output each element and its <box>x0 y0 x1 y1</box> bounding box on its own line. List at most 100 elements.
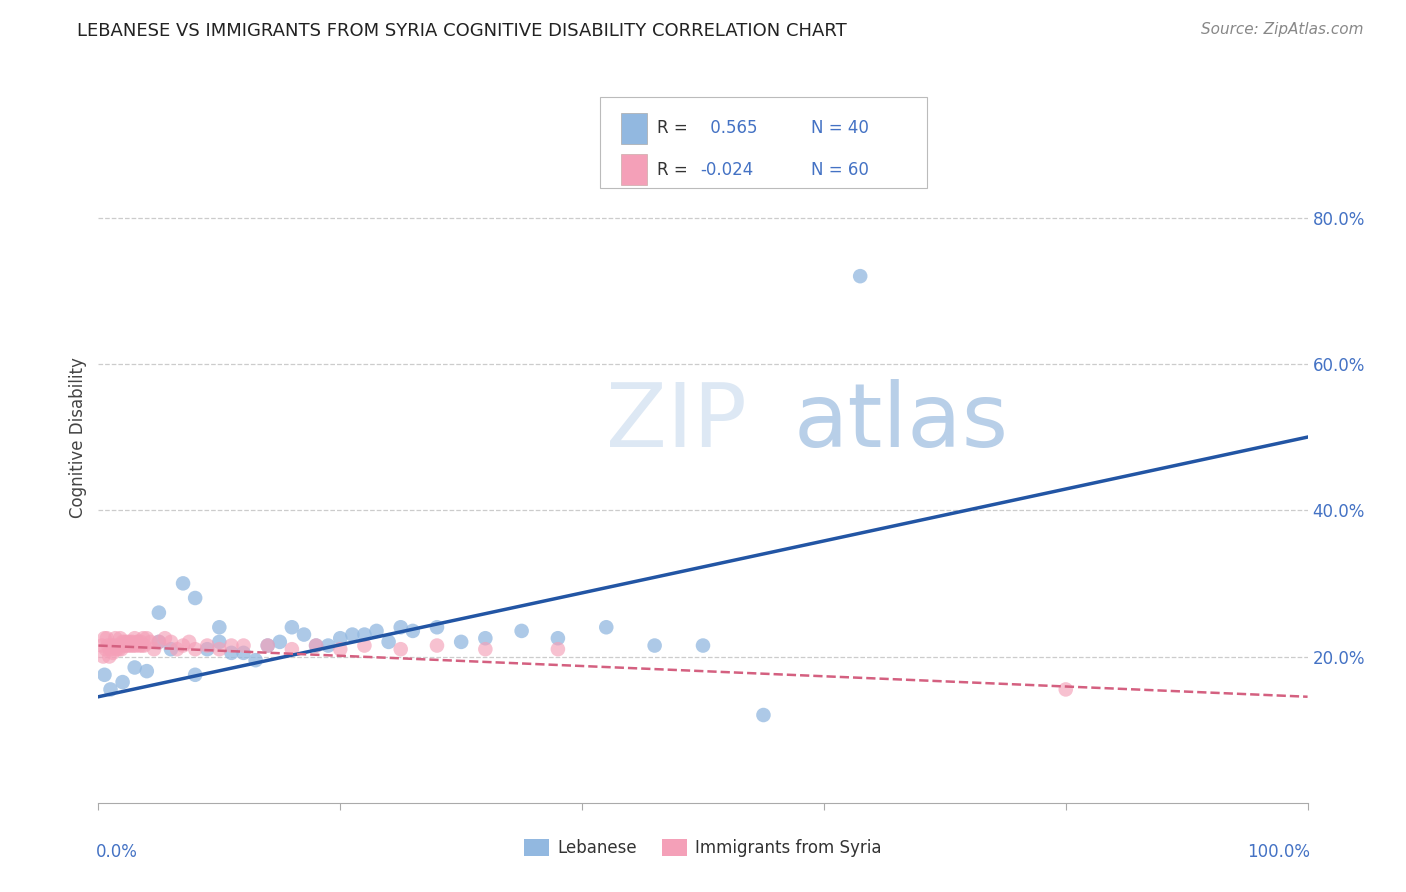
Point <box>366 624 388 638</box>
Point <box>208 635 231 649</box>
Point <box>256 639 278 653</box>
Point <box>292 627 315 641</box>
Point <box>353 627 375 641</box>
Point <box>132 632 155 646</box>
Point <box>179 635 201 649</box>
Point <box>100 642 122 657</box>
Point <box>128 639 150 653</box>
Text: 0.0%: 0.0% <box>96 843 138 861</box>
Point <box>127 635 149 649</box>
Point <box>232 646 254 660</box>
Point <box>118 639 141 653</box>
Text: -0.024: -0.024 <box>700 161 754 178</box>
Point <box>91 649 114 664</box>
Point <box>100 639 122 653</box>
Point <box>752 708 775 723</box>
Point <box>644 639 666 653</box>
Point <box>131 639 153 653</box>
Text: 100.0%: 100.0% <box>1247 843 1310 861</box>
Point <box>148 635 170 649</box>
Text: N = 60: N = 60 <box>811 161 869 178</box>
Point <box>172 576 194 591</box>
Point <box>96 632 118 646</box>
Point <box>148 635 170 649</box>
Point <box>101 646 124 660</box>
Point <box>94 642 117 657</box>
Point <box>115 639 138 653</box>
Point <box>108 642 131 657</box>
FancyBboxPatch shape <box>621 154 647 185</box>
Point <box>148 606 170 620</box>
Text: 0.565: 0.565 <box>706 120 758 137</box>
Point <box>118 635 141 649</box>
Text: Source: ZipAtlas.com: Source: ZipAtlas.com <box>1201 22 1364 37</box>
Point <box>305 639 328 653</box>
Point <box>377 635 399 649</box>
Point <box>105 642 128 657</box>
Point <box>172 639 194 653</box>
Point <box>111 675 134 690</box>
Point <box>595 620 617 634</box>
Text: LEBANESE VS IMMIGRANTS FROM SYRIA COGNITIVE DISABILITY CORRELATION CHART: LEBANESE VS IMMIGRANTS FROM SYRIA COGNIT… <box>77 22 846 40</box>
Point <box>134 639 156 653</box>
Point <box>166 642 188 657</box>
Point <box>124 632 146 646</box>
Point <box>195 642 218 657</box>
Point <box>143 642 166 657</box>
Point <box>153 632 176 646</box>
Text: N = 40: N = 40 <box>811 120 869 137</box>
Point <box>184 642 207 657</box>
Legend: Lebanese, Immigrants from Syria: Lebanese, Immigrants from Syria <box>517 832 889 864</box>
Point <box>269 635 291 649</box>
Point <box>135 664 157 678</box>
Point <box>547 642 569 657</box>
Point <box>281 620 304 634</box>
Point <box>110 642 132 657</box>
Point <box>93 667 115 681</box>
Point <box>474 642 496 657</box>
Point <box>112 639 135 653</box>
Point <box>125 639 148 653</box>
Point <box>160 642 183 657</box>
Point <box>1054 682 1077 697</box>
Text: R =: R = <box>657 161 688 178</box>
Point <box>100 682 122 697</box>
Point <box>93 632 115 646</box>
Point <box>426 639 449 653</box>
Point <box>139 635 162 649</box>
Point <box>316 639 339 653</box>
FancyBboxPatch shape <box>621 113 647 144</box>
Point <box>111 635 134 649</box>
Point <box>353 639 375 653</box>
Text: ZIP: ZIP <box>606 379 747 466</box>
Point <box>135 632 157 646</box>
Point <box>474 632 496 646</box>
Point <box>208 620 231 634</box>
Text: R =: R = <box>657 120 688 137</box>
Point <box>184 591 207 605</box>
Point <box>129 635 152 649</box>
Point <box>221 639 243 653</box>
Point <box>221 646 243 660</box>
Point <box>232 639 254 653</box>
Point <box>120 639 142 653</box>
Point <box>121 635 143 649</box>
Point <box>849 269 872 284</box>
Point <box>103 639 125 653</box>
Point <box>510 624 533 638</box>
Point <box>91 639 114 653</box>
Point <box>184 667 207 681</box>
Point <box>389 620 412 634</box>
Point <box>127 635 149 649</box>
Point <box>450 635 472 649</box>
Point <box>426 620 449 634</box>
Point <box>107 639 129 653</box>
Point <box>281 642 304 657</box>
Point <box>98 649 121 664</box>
Point <box>547 632 569 646</box>
Point <box>122 639 145 653</box>
Point <box>329 632 352 646</box>
Point <box>208 642 231 657</box>
Point <box>97 639 120 653</box>
FancyBboxPatch shape <box>600 97 927 188</box>
